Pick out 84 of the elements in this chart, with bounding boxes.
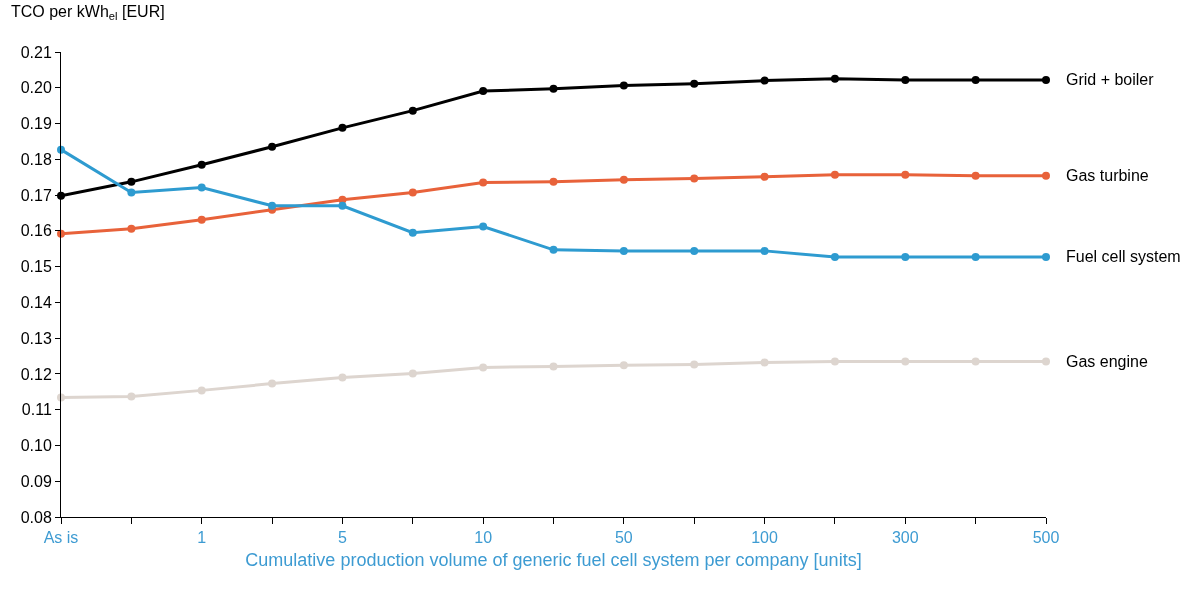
y-tick-label: 0.16 (20, 222, 52, 240)
point (479, 363, 488, 372)
point (408, 106, 417, 115)
point (127, 177, 136, 186)
series-label: Gas engine (1066, 353, 1148, 370)
y-tick-label: 0.11 (21, 401, 52, 419)
point (971, 357, 980, 366)
x-tick-label: 300 (891, 529, 919, 547)
point (268, 142, 277, 151)
x-tick-label: 100 (751, 529, 779, 547)
point (549, 84, 558, 93)
y-tick-label: 0.15 (20, 258, 52, 276)
point (830, 357, 839, 366)
point (127, 392, 136, 401)
point (760, 246, 769, 255)
y-tick-label: 0.10 (20, 437, 52, 455)
x-tick-label: 5 (337, 529, 347, 547)
point (1042, 252, 1050, 261)
point (830, 170, 839, 179)
point (901, 357, 910, 366)
point (619, 175, 628, 184)
y-tick-label: 0.19 (20, 115, 52, 133)
y-tick-label: 0.14 (20, 293, 52, 311)
point (549, 245, 558, 254)
point (549, 362, 558, 371)
point (830, 74, 839, 83)
point (549, 177, 558, 186)
x-tick-label: 10 (474, 529, 493, 547)
point (690, 174, 699, 183)
point (760, 358, 769, 367)
y-tick-label: 0.12 (20, 365, 52, 383)
y-tick-label: 0.13 (20, 329, 52, 347)
point (127, 188, 136, 197)
point (760, 76, 769, 85)
y-tick-label: 0.17 (20, 186, 52, 204)
point (1042, 171, 1050, 180)
point (268, 379, 277, 388)
x-axis-title: Cumulative production volume of generic fuel cell system per company [units] (245, 550, 862, 571)
point (268, 201, 277, 210)
point (971, 252, 980, 261)
y-axis-title: TCO per kWh$_{el}$ [EUR] (11, 3, 165, 23)
point (338, 373, 347, 382)
point (57, 393, 65, 402)
point (197, 160, 206, 169)
point (971, 75, 980, 84)
point (479, 178, 488, 187)
point (338, 201, 347, 210)
point (479, 86, 488, 95)
y-tick-label: 0.21 (20, 43, 52, 61)
x-tick-label: 1 (197, 529, 207, 547)
point (1042, 75, 1050, 84)
y-tick-label: 0.08 (20, 508, 52, 526)
point (690, 360, 699, 369)
point (197, 215, 206, 224)
y-tick-label: 0.18 (20, 150, 52, 168)
point (1042, 357, 1050, 366)
series-label: Fuel cell system (1066, 248, 1181, 265)
x-tick-label: 50 (614, 529, 633, 547)
point (197, 386, 206, 395)
point (690, 246, 699, 255)
series-label: Gas turbine (1066, 167, 1149, 184)
point (901, 170, 910, 179)
point (197, 183, 206, 192)
point (338, 123, 347, 132)
series-label: Grid + boiler (1066, 71, 1155, 88)
y-tick-label: 0.20 (20, 79, 52, 97)
point (901, 252, 910, 261)
point (479, 222, 488, 231)
point (619, 81, 628, 90)
point (408, 369, 417, 378)
point (830, 252, 839, 261)
x-tick-label: As is (43, 529, 79, 547)
point (901, 75, 910, 84)
point (619, 361, 628, 370)
point (408, 188, 417, 197)
point (57, 145, 65, 154)
point (619, 246, 628, 255)
point (971, 171, 980, 180)
point (408, 228, 417, 237)
y-tick-label: 0.09 (20, 472, 52, 490)
point (127, 224, 136, 233)
point (760, 172, 769, 181)
point (690, 79, 699, 88)
x-tick-label: 500 (1032, 529, 1060, 547)
